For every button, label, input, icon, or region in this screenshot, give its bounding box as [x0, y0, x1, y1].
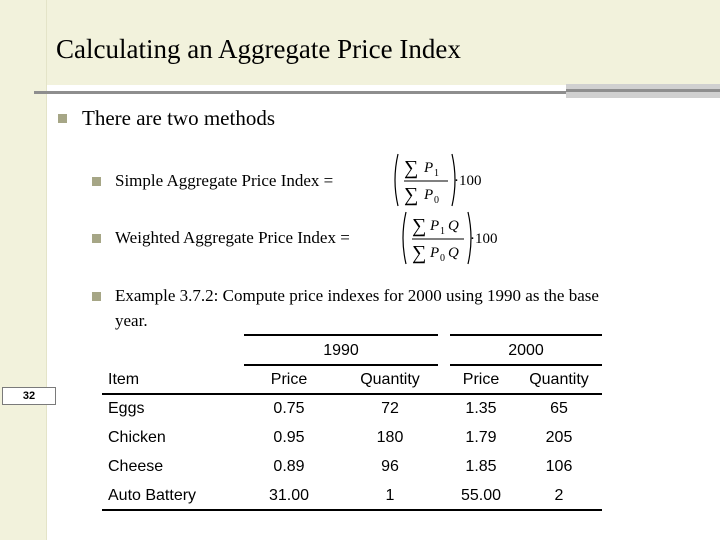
- col-header-price-1990: Price: [270, 371, 308, 388]
- bullet-square-icon: [58, 114, 67, 123]
- page-number: 32: [2, 387, 56, 405]
- rule-table-bottom: [102, 509, 602, 511]
- simple-denominator: P: [423, 187, 433, 203]
- weighted-numerator: P: [429, 218, 439, 234]
- weighted-numerator-sub: 1: [440, 226, 445, 237]
- svg-text:∑: ∑: [412, 242, 426, 264]
- simple-numerator: P: [423, 160, 433, 176]
- simple-denominator-sub: 0: [434, 195, 439, 206]
- weighted-denominator: P: [429, 245, 439, 261]
- bullet-example: Example 3.7.2: Compute price indexes for…: [115, 286, 599, 305]
- weighted-factor: ·100: [470, 231, 498, 247]
- slide-title: Calculating an Aggregate Price Index: [56, 34, 461, 64]
- rule-1990-sub: [244, 364, 438, 366]
- bullet-square-icon: [92, 177, 101, 186]
- weighted-index-formula: ∑ P 1 Q ∑ P 0 Q ·100: [398, 208, 518, 273]
- simple-factor: ·100: [454, 173, 482, 189]
- col-header-item: Item: [108, 371, 140, 388]
- weighted-denominator-sub: 0: [440, 253, 445, 264]
- weighted-numerator-weight: Q: [448, 218, 459, 234]
- title-rule: [34, 91, 634, 94]
- year-header-1990: 1990: [323, 342, 359, 359]
- title-rule-accent: [566, 84, 720, 98]
- rule-2000-sub: [450, 364, 602, 366]
- col-header-quantity-2000: Quantity: [529, 371, 589, 388]
- bullet-simple-index: Simple Aggregate Price Index =: [115, 171, 334, 190]
- year-header-2000: 2000: [508, 342, 544, 359]
- simple-numerator-sub: 1: [434, 168, 439, 179]
- bullet-weighted-index: Weighted Aggregate Price Index =: [115, 228, 350, 247]
- col-header-quantity-1990: Quantity: [360, 371, 420, 388]
- bullet-example-cont: year.: [115, 311, 148, 330]
- simple-index-formula: ∑ P 1 ∑ P 0 ·100: [390, 150, 500, 215]
- rule-2000-top: [450, 334, 602, 336]
- bullet-square-icon: [92, 234, 101, 243]
- weighted-denominator-weight: Q: [448, 245, 459, 261]
- col-header-price-2000: Price: [462, 371, 500, 388]
- svg-text:∑: ∑: [404, 157, 418, 179]
- rule-1990-top: [244, 334, 438, 336]
- svg-text:∑: ∑: [404, 184, 418, 206]
- bullet-square-icon: [92, 292, 101, 301]
- rule-header-bottom: [102, 393, 602, 395]
- svg-text:∑: ∑: [412, 215, 426, 237]
- bullet-methods: There are two methods: [82, 106, 276, 130]
- top-decorative-band: [47, 0, 720, 85]
- left-decorative-band: [0, 0, 47, 540]
